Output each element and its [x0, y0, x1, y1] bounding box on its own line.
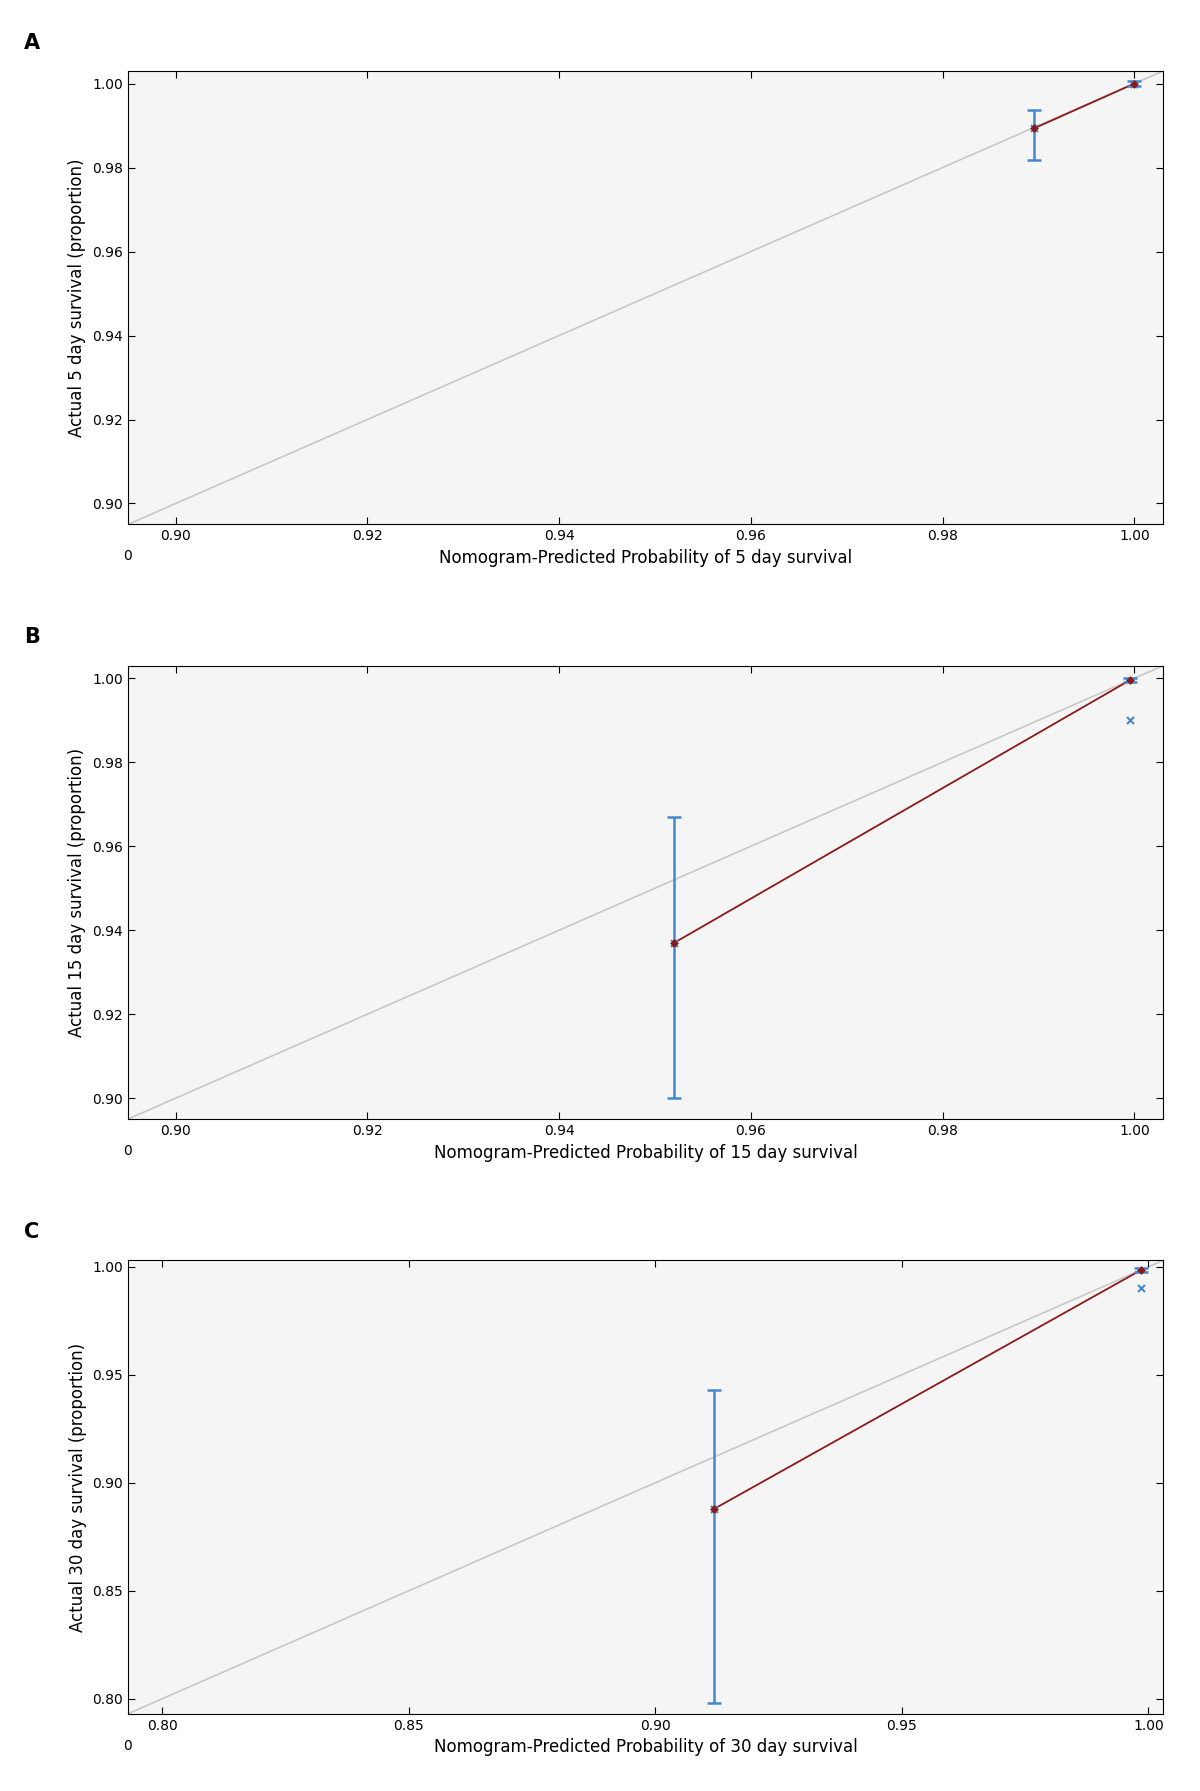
Point: [704, 1494, 724, 1522]
Text: B: B: [24, 627, 40, 648]
X-axis label: Nomogram-Predicted Probability of 5 day survival: Nomogram-Predicted Probability of 5 day …: [439, 548, 852, 568]
Point: [704, 1494, 724, 1522]
Y-axis label: Actual 15 day survival (proportion): Actual 15 day survival (proportion): [68, 749, 86, 1037]
Y-axis label: Actual 30 day survival (proportion): Actual 30 day survival (proportion): [68, 1343, 86, 1632]
Point: [1124, 70, 1144, 99]
Text: 0: 0: [124, 1739, 132, 1753]
Text: A: A: [24, 32, 41, 52]
Point: [1024, 115, 1043, 143]
Text: C: C: [24, 1221, 40, 1243]
Text: 0: 0: [124, 550, 132, 564]
X-axis label: Nomogram-Predicted Probability of 30 day survival: Nomogram-Predicted Probability of 30 day…: [433, 1739, 857, 1757]
Point: [665, 928, 684, 956]
Point: [1132, 1255, 1151, 1284]
X-axis label: Nomogram-Predicted Probability of 15 day survival: Nomogram-Predicted Probability of 15 day…: [433, 1144, 857, 1162]
Point: [1124, 70, 1144, 99]
Point: [1132, 1273, 1151, 1302]
Point: [1120, 666, 1139, 695]
Text: 0: 0: [124, 1144, 132, 1159]
Point: [1024, 115, 1043, 143]
Point: [665, 928, 684, 956]
Y-axis label: Actual 5 day survival (proportion): Actual 5 day survival (proportion): [68, 158, 86, 437]
Point: [1120, 706, 1139, 734]
